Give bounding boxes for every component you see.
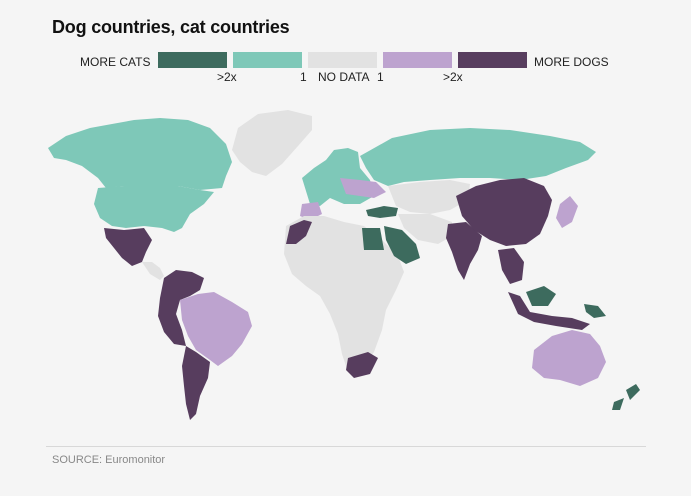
source-divider — [46, 446, 646, 447]
legend-swatch-no-data — [308, 52, 377, 68]
turkey-region[interactable] — [366, 206, 398, 218]
malaysia-region[interactable] — [526, 286, 556, 306]
legend-swatch-dogs-2x — [458, 52, 527, 68]
legend-tick-dogs-2x: >2x — [443, 70, 463, 84]
canada-region[interactable] — [48, 118, 232, 190]
source-note: SOURCE: Euromonitor — [52, 454, 166, 466]
legend-tick-no-data: NO DATA — [318, 70, 370, 84]
africa-region — [284, 216, 404, 372]
central-america-region — [142, 262, 164, 280]
legend-tick-cats-1: 1 — [300, 70, 307, 84]
legend-more-dogs-label: MORE DOGS — [534, 55, 609, 69]
morocco-region[interactable] — [286, 220, 312, 244]
legend-tick-cats-2x: >2x — [217, 70, 237, 84]
brazil-region[interactable] — [180, 292, 252, 366]
eastern-europe-region[interactable] — [340, 178, 386, 198]
legend-tick-dogs-1: 1 — [377, 70, 384, 84]
greenland-region — [232, 110, 312, 176]
andean-north-region[interactable] — [158, 270, 204, 346]
southern-cone-region[interactable] — [182, 346, 210, 420]
egypt-region[interactable] — [362, 228, 384, 250]
new-zealand-region[interactable] — [612, 384, 640, 410]
russia-region[interactable] — [360, 128, 596, 186]
middle-east-region — [398, 214, 452, 244]
india-region[interactable] — [446, 222, 482, 280]
china-region[interactable] — [456, 178, 552, 246]
papua-new-guinea-region[interactable] — [584, 304, 606, 318]
central-asia-region — [388, 180, 470, 214]
united-states-region[interactable] — [94, 186, 214, 232]
legend-more-cats-label: MORE CATS — [80, 55, 151, 69]
saudi-arabia-region[interactable] — [384, 226, 420, 264]
world-map — [48, 110, 640, 420]
iberia-region[interactable] — [300, 202, 322, 220]
indonesia-region[interactable] — [508, 292, 590, 330]
japan-region[interactable] — [556, 196, 578, 228]
legend-swatch-cats — [233, 52, 302, 68]
south-africa-region[interactable] — [346, 352, 378, 378]
legend-swatch-cats-2x — [158, 52, 227, 68]
page-title: Dog countries, cat countries — [52, 17, 290, 37]
mexico-region[interactable] — [104, 228, 152, 266]
legend-swatch-dogs — [383, 52, 452, 68]
southeast-asia-region[interactable] — [498, 248, 524, 284]
australia-region[interactable] — [532, 330, 606, 386]
